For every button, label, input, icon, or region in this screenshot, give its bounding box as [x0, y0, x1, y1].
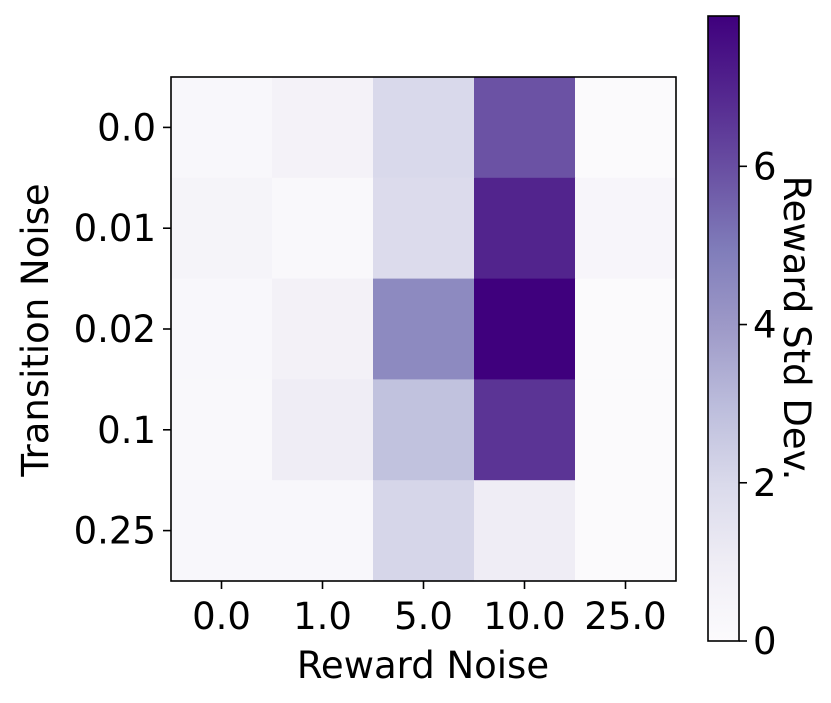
- x-axis-ticks: 0.0 1.0 5.0 10.0 25.0: [192, 581, 667, 638]
- heatmap-cell: [575, 379, 677, 481]
- y-tick-label: 0.25: [74, 510, 156, 553]
- heatmap-cell: [373, 379, 475, 481]
- heatmap-cell: [171, 379, 273, 481]
- heatmap-cell: [474, 480, 576, 582]
- heatmap-cell: [474, 379, 576, 481]
- y-tick-label: 0.1: [97, 409, 156, 452]
- y-tick-label: 0.01: [74, 207, 156, 250]
- colorbar-tick-label: 2: [753, 462, 777, 505]
- heatmap-cells: [171, 77, 677, 582]
- x-tick-label: 5.0: [394, 595, 453, 638]
- x-tick-label: 0.0: [192, 595, 251, 638]
- heatmap-cell: [272, 379, 374, 481]
- heatmap-cell: [171, 77, 273, 179]
- x-tick-label: 10.0: [483, 595, 565, 638]
- heatmap-cell: [373, 480, 475, 582]
- y-axis-ticks: 0.0 0.01 0.02 0.1 0.25: [74, 106, 171, 553]
- heatmap-cell: [575, 177, 677, 280]
- colorbar-ticks: 0 2 4 6: [739, 145, 777, 663]
- x-tick-label: 25.0: [584, 595, 666, 638]
- heatmap-cell: [575, 77, 677, 179]
- y-tick-label: 0.0: [97, 106, 156, 149]
- heatmap-cell: [272, 77, 374, 179]
- colorbar-tick-label: 6: [753, 145, 777, 188]
- heatmap-cell: [272, 177, 374, 280]
- heatmap-cell: [474, 278, 576, 380]
- heatmap-cell: [171, 177, 273, 280]
- heatmap-cell: [373, 278, 475, 380]
- heatmap-cell: [575, 480, 677, 582]
- colorbar: [707, 15, 740, 642]
- heatmap-cell: [171, 480, 273, 582]
- heatmap-cell: [171, 278, 273, 380]
- y-axis-label: Transition Noise: [14, 183, 57, 477]
- heatmap-cell: [272, 480, 374, 582]
- x-axis-label: Reward Noise: [297, 644, 549, 687]
- heatmap-cell: [474, 177, 576, 280]
- y-tick-label: 0.02: [74, 308, 156, 351]
- heatmap-cell: [373, 77, 475, 179]
- colorbar-label: Reward Std Dev.: [775, 176, 818, 481]
- heatmap-cell: [272, 278, 374, 380]
- colorbar-tick-label: 0: [753, 620, 777, 663]
- heatmap-cell: [373, 177, 475, 280]
- x-tick-label: 1.0: [293, 595, 352, 638]
- colorbar-tick-label: 4: [753, 304, 777, 347]
- heatmap-cell: [474, 77, 576, 179]
- heatmap-cell: [575, 278, 677, 380]
